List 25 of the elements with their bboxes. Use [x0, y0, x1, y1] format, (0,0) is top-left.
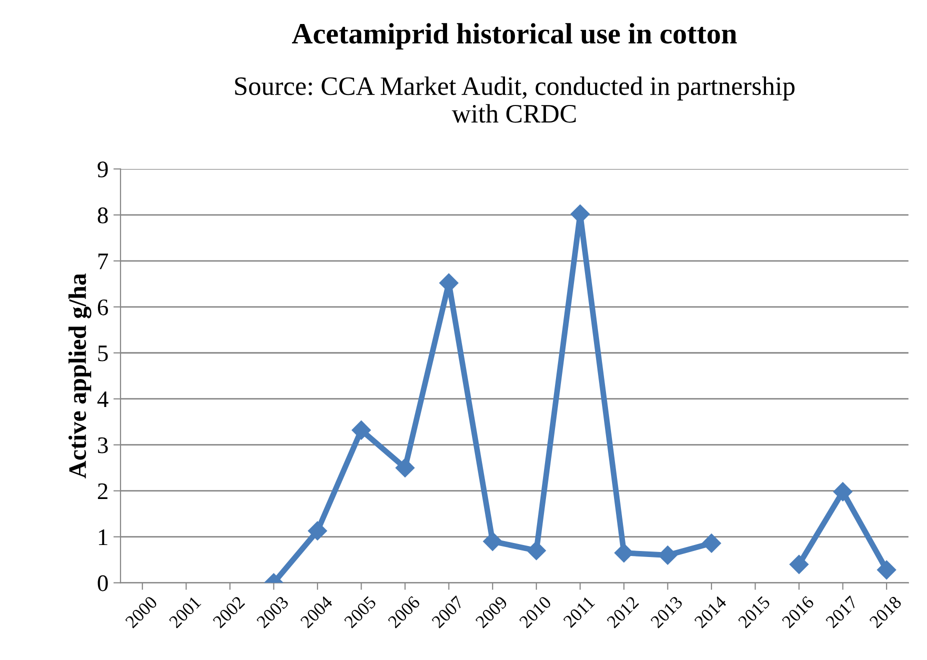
point: [352, 420, 371, 440]
point: [396, 458, 415, 478]
point: [483, 532, 502, 551]
y-tick-label: 5: [98, 346, 108, 362]
point: [877, 560, 896, 580]
y-tick-label: 0: [98, 575, 108, 592]
point: [789, 554, 809, 574]
y-tick-label: 3: [98, 437, 108, 454]
y-tick-label: 2: [98, 483, 108, 500]
y-tick-label: 9: [98, 162, 108, 178]
y-axis-title: Active applied g/ha: [68, 273, 92, 478]
point: [526, 541, 546, 560]
chart-subtitle: Source: CCA Market Audit, conducted in partnership with CRDC: [235, 76, 795, 123]
x-tick-label: 2011: [562, 596, 596, 628]
point: [833, 482, 852, 502]
point: [702, 534, 722, 553]
point: [614, 543, 634, 562]
y-tick-label: 6: [98, 299, 108, 316]
y-tick-label: 7: [98, 254, 108, 270]
point: [308, 521, 328, 540]
y-tick-label: 1: [98, 529, 108, 545]
y-tick-label: 4: [97, 392, 108, 408]
chart-title: Acetamiprid historical use in cotton: [292, 23, 737, 50]
point: [658, 546, 678, 565]
y-tick-label: 8: [98, 207, 108, 224]
